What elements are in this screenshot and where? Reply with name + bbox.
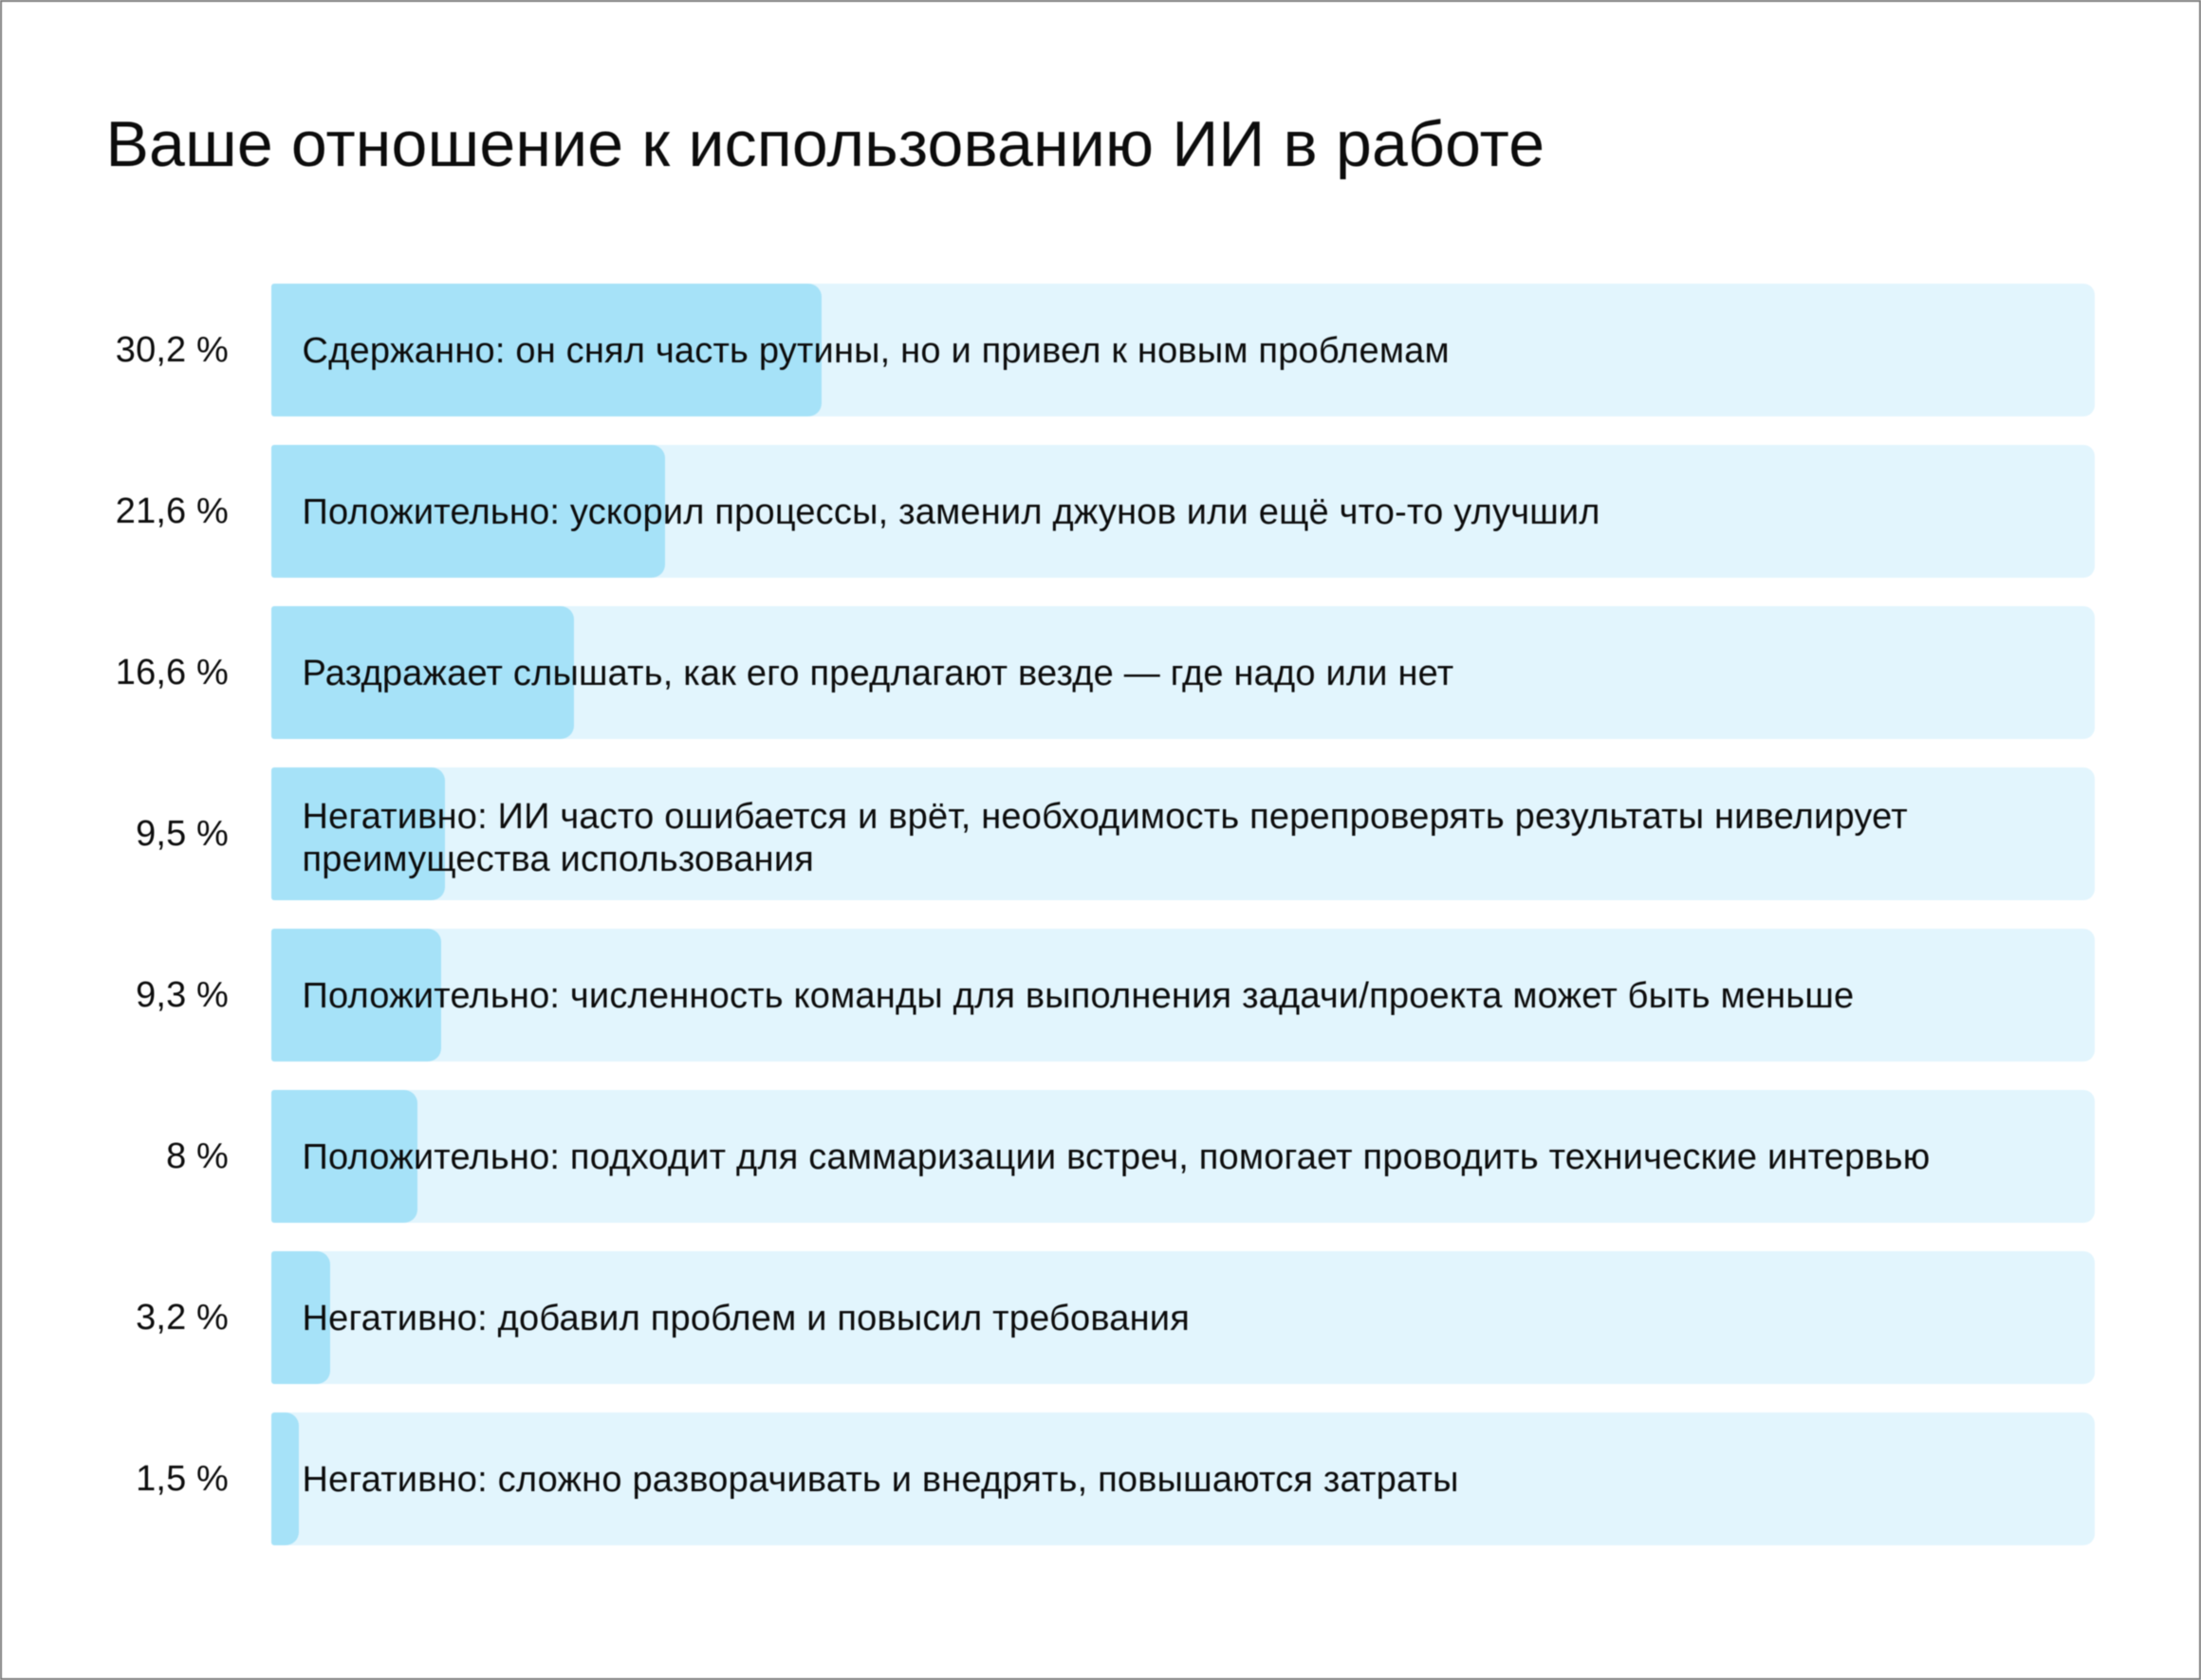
bar-track: Положительно: численность команды для вы… bbox=[271, 929, 2095, 1062]
bar-chart: 30,2 % Сдержанно: он снял часть рутины, … bbox=[0, 284, 2201, 1574]
bar-label: Негативно: добавил проблем и повысил тре… bbox=[302, 1299, 1191, 1338]
chart-row: 8 % Положительно: подходит для саммариза… bbox=[0, 1090, 2201, 1223]
bar-label: Положительно: подходит для саммаризации … bbox=[302, 1137, 1931, 1177]
bar-fill bbox=[271, 445, 666, 578]
bar-track: Негативно: ИИ часто ошибается и врёт, не… bbox=[271, 767, 2095, 900]
bar-fill bbox=[271, 284, 823, 416]
percent-label: 3,2 % bbox=[136, 1298, 229, 1338]
percent-label: 8 % bbox=[166, 1136, 229, 1177]
bar-label: Сдержанно: он снял часть рутины, но и пр… bbox=[302, 331, 1450, 371]
bar-label: Негативно: ИИ часто ошибается и врёт, не… bbox=[302, 796, 1908, 879]
bar-label: Раздражает слышать, как его предлагают в… bbox=[302, 654, 1454, 693]
bar-track: Негативно: добавил проблем и повысил тре… bbox=[271, 1251, 2095, 1384]
bar-track: Положительно: подходит для саммаризации … bbox=[271, 1090, 2095, 1223]
chart-row: 9,3 % Положительно: численность команды … bbox=[0, 929, 2201, 1062]
bar-label: Негативно: сложно разворачивать и внедря… bbox=[302, 1460, 1459, 1500]
percent-label: 30,2 % bbox=[115, 330, 229, 371]
percent-label: 9,3 % bbox=[136, 975, 229, 1016]
chart-row: 16,6 % Раздражает слышать, как его предл… bbox=[0, 606, 2201, 739]
bar-fill bbox=[271, 929, 441, 1062]
bar-label: Положительно: ускорил процессы, заменил … bbox=[302, 492, 1600, 532]
bar-fill bbox=[271, 606, 575, 739]
percent-label: 21,6 % bbox=[115, 491, 229, 532]
bar-track: Сдержанно: он снял часть рутины, но и пр… bbox=[271, 284, 2095, 416]
bar-fill bbox=[271, 767, 445, 900]
bar-label: Положительно: численность команды для вы… bbox=[302, 976, 1855, 1016]
chart-row: 3,2 % Негативно: добавил проблем и повыс… bbox=[0, 1251, 2201, 1384]
bar-track: Раздражает слышать, как его предлагают в… bbox=[271, 606, 2095, 739]
bar-track: Негативно: сложно разворачивать и внедря… bbox=[271, 1412, 2095, 1545]
bar-fill bbox=[271, 1251, 330, 1384]
bar-fill bbox=[271, 1090, 417, 1223]
chart-row: 9,5 % Негативно: ИИ часто ошибается и вр… bbox=[0, 767, 2201, 900]
bar-fill bbox=[271, 1412, 299, 1545]
bar-track: Положительно: ускорил процессы, заменил … bbox=[271, 445, 2095, 578]
page-title: Ваше отношение к использованию ИИ в рабо… bbox=[105, 107, 1545, 180]
chart-row: 1,5 % Негативно: сложно разворачивать и … bbox=[0, 1412, 2201, 1545]
chart-row: 21,6 % Положительно: ускорил процессы, з… bbox=[0, 445, 2201, 578]
percent-label: 9,5 % bbox=[136, 814, 229, 855]
percent-label: 16,6 % bbox=[115, 653, 229, 693]
chart-row: 30,2 % Сдержанно: он снял часть рутины, … bbox=[0, 284, 2201, 416]
percent-label: 1,5 % bbox=[136, 1459, 229, 1500]
